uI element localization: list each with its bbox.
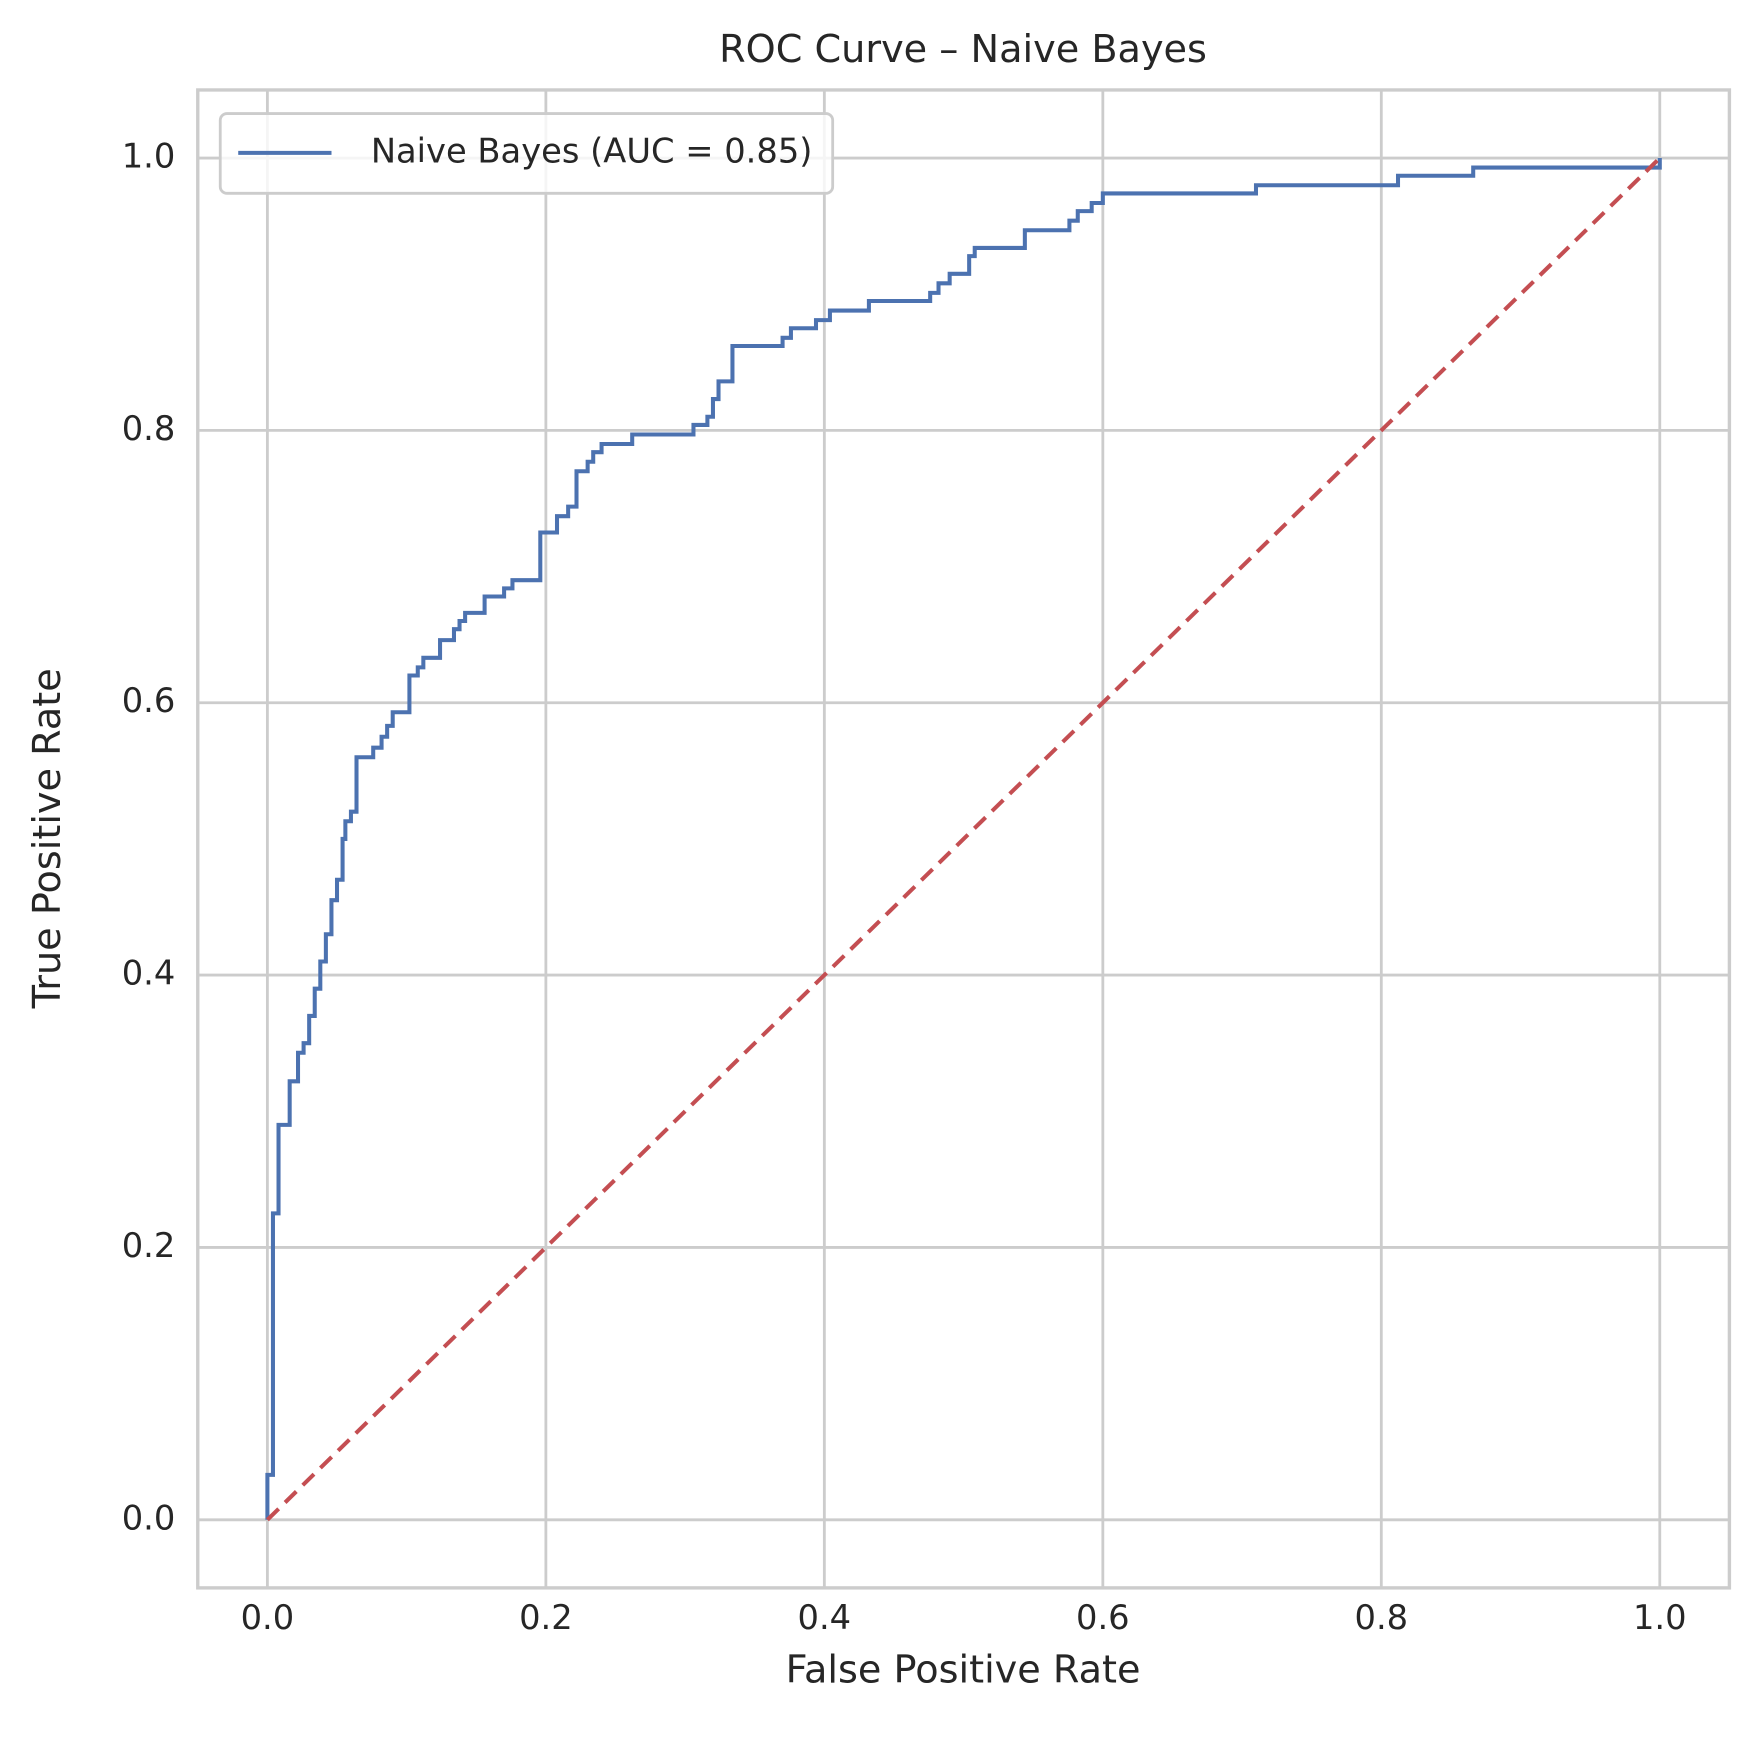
legend-label: Naive Bayes (AUC = 0.85)	[371, 131, 813, 170]
y-tick-label: 1.0	[122, 137, 176, 176]
y-tick-label: 0.6	[122, 681, 176, 720]
y-tick-label: 0.8	[122, 409, 176, 448]
y-tick-label: 0.4	[122, 954, 176, 993]
x-tick-label: 0.2	[519, 1598, 573, 1637]
line-series	[265, 158, 1662, 1520]
x-tick-label: 0.4	[798, 1598, 852, 1637]
plot-frame	[196, 88, 1732, 1590]
y-axis-label: True Positive Rate	[26, 668, 70, 1009]
x-tick-label: 0.8	[1355, 1598, 1409, 1637]
x-tick-label: 1.0	[1633, 1598, 1687, 1637]
chart-title: ROC Curve – Naive Bayes	[719, 28, 1207, 72]
line-series	[265, 156, 1662, 1522]
plot-marks	[265, 156, 1662, 1522]
y-tick-label: 0.2	[122, 1226, 176, 1265]
x-axis-label: False Positive Rate	[786, 1649, 1141, 1693]
y-tick-label: 0.0	[122, 1498, 176, 1537]
x-tick-label: 0.6	[1076, 1598, 1130, 1637]
legend-box	[218, 112, 835, 195]
x-tick-label: 0.0	[241, 1598, 295, 1637]
legend: Naive Bayes (AUC = 0.85)	[218, 112, 835, 195]
